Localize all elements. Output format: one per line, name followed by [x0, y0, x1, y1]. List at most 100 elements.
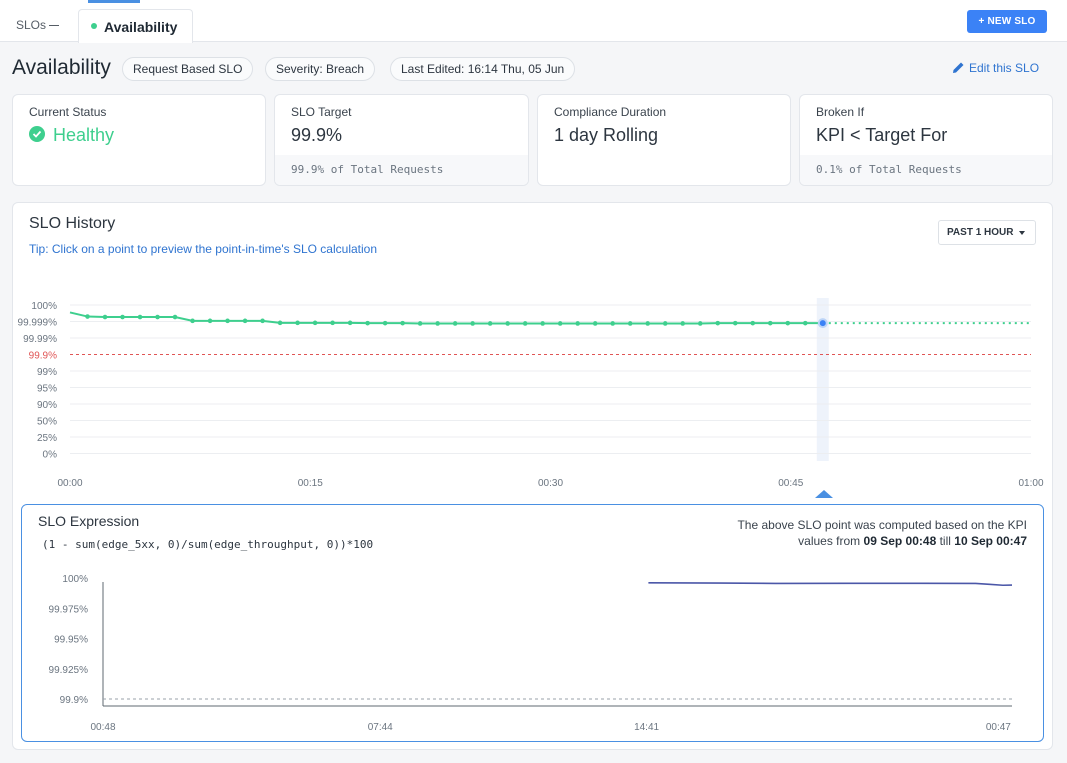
note-from-date: 09 Sep 00:48 [863, 534, 937, 548]
data-point [592, 321, 598, 326]
data-point [627, 321, 633, 326]
tab-slos-label: SLOs [16, 18, 47, 32]
y-tick-label: 99.925% [49, 665, 89, 676]
data-point [452, 321, 458, 326]
page-title: Availability [12, 56, 111, 79]
note-till-word: till [939, 534, 951, 548]
slo-target-value: 99.9% [291, 125, 343, 145]
slo-expression-title: SLO Expression [38, 513, 140, 529]
y-tick-label: 99% [37, 367, 57, 378]
computation-note: The above SLO point was computed based o… [707, 517, 1027, 549]
data-point [610, 321, 616, 326]
data-point [172, 314, 178, 320]
compliance-duration-card: Compliance Duration 1 day Rolling [537, 94, 791, 186]
y-tick-label: 99.99% [23, 334, 57, 345]
kpi-line [648, 582, 1013, 587]
slo-target-card: SLO Target 99.9% 99.9% of Total Requests [274, 94, 529, 186]
data-point [470, 321, 475, 326]
edit-slo-link[interactable]: Edit this SLO [952, 61, 1039, 75]
time-range-label: PAST 1 HOUR [947, 227, 1014, 238]
data-point [767, 320, 773, 326]
status-dot-icon [91, 23, 97, 30]
slo-target-footer: 99.9% of Total Requests [275, 155, 528, 185]
data-point [400, 320, 405, 326]
data-point [575, 321, 580, 326]
x-tick-label: 00:30 [538, 478, 563, 489]
data-point [557, 321, 563, 326]
data-point [697, 321, 703, 326]
data-point [435, 321, 440, 326]
x-tick-label: 00:45 [778, 478, 803, 489]
pencil-icon [953, 62, 964, 74]
data-point [382, 320, 388, 326]
y-tick-label: 99.999% [18, 318, 58, 329]
data-point [680, 321, 686, 326]
data-point [645, 321, 651, 326]
current-status-card: Current Status Healthy [12, 94, 266, 186]
data-point [207, 318, 213, 324]
severity-badge: Severity: Breach [265, 57, 376, 81]
data-point [785, 320, 791, 326]
selected-point-pointer [815, 490, 833, 498]
data-point [662, 321, 668, 326]
data-point [365, 320, 370, 326]
y-tick-label: 99.95% [54, 635, 88, 646]
broken-if-card: Broken If KPI < Target For 0.1% of Total… [799, 94, 1053, 186]
x-tick-label: 07:44 [368, 722, 393, 733]
y-tick-label: 0% [43, 450, 58, 461]
x-tick-label: 01:00 [1018, 478, 1043, 489]
status-value: Healthy [29, 125, 114, 146]
data-point [802, 320, 808, 326]
x-tick-label: 00:00 [57, 478, 82, 489]
data-point [277, 320, 283, 326]
status-text: Healthy [53, 125, 115, 145]
data-point [505, 321, 510, 326]
x-tick-label: 00:48 [90, 722, 115, 733]
data-point [417, 321, 423, 326]
tab-bar: SLOs Availability + NEW SLO [0, 0, 1067, 43]
slo-history-line [69, 311, 823, 325]
selected-data-point [817, 318, 828, 329]
slo-history-tip: Tip: Click on a point to preview the poi… [29, 242, 378, 256]
y-tick-label: 99.975% [49, 604, 89, 615]
tab-availability[interactable]: Availability [78, 9, 193, 43]
card-label: Current Status [29, 105, 107, 119]
tab-slos[interactable]: SLOs [16, 18, 60, 32]
edit-slo-label: Edit this SLO [969, 61, 1040, 75]
compliance-duration-value: 1 day Rolling [554, 125, 659, 145]
y-tick-label: 99.9% [60, 695, 88, 706]
y-tick-label: 99.9% [29, 351, 57, 362]
slo-expression-code: (1 - sum(edge_5xx, 0)/sum(edge_throughpu… [42, 538, 374, 551]
last-edited-badge: Last Edited: 16:14 Thu, 05 Jun [390, 57, 576, 81]
data-point [330, 320, 335, 326]
kpi-chart: 100% 99.975% 99.95% 99.925% 99.9% 00:48 07:44 1… [49, 574, 1013, 733]
y-tick-label: 100% [62, 574, 88, 585]
y-tick-label: 100% [31, 301, 57, 312]
x-tick-label: 14:41 [634, 722, 659, 733]
y-tick-label: 95% [37, 384, 57, 395]
check-circle-icon [29, 126, 45, 143]
slo-expression-panel: SLO Expression (1 - sum(edge_5xx, 0)/sum… [21, 504, 1044, 742]
y-tick-label: 25% [37, 433, 57, 444]
time-range-dropdown[interactable]: PAST 1 HOUR [938, 220, 1036, 245]
data-point [260, 318, 265, 324]
data-point [190, 318, 195, 324]
data-point [715, 320, 721, 326]
y-tick-label: 50% [37, 417, 57, 428]
card-label: Compliance Duration [554, 105, 667, 119]
x-tick-label: 00:47 [986, 722, 1011, 733]
data-point [732, 320, 738, 326]
data-point [347, 320, 353, 326]
slo-history-chart[interactable]: 100% 99.999% 99.99% 99.9% 99% 95% 90% 50% 25% 0% 0… [0, 0, 1067, 500]
tab-availability-label: Availability [104, 19, 178, 35]
data-point [225, 318, 230, 324]
y-tick-label: 90% [37, 400, 57, 411]
data-point [750, 320, 756, 326]
x-tick-label: 00:15 [298, 478, 323, 489]
data-point [242, 318, 248, 324]
new-slo-button[interactable]: + NEW SLO [967, 10, 1047, 33]
data-point [540, 321, 545, 326]
data-point [522, 321, 528, 326]
data-point [155, 314, 160, 320]
data-point [120, 314, 125, 320]
